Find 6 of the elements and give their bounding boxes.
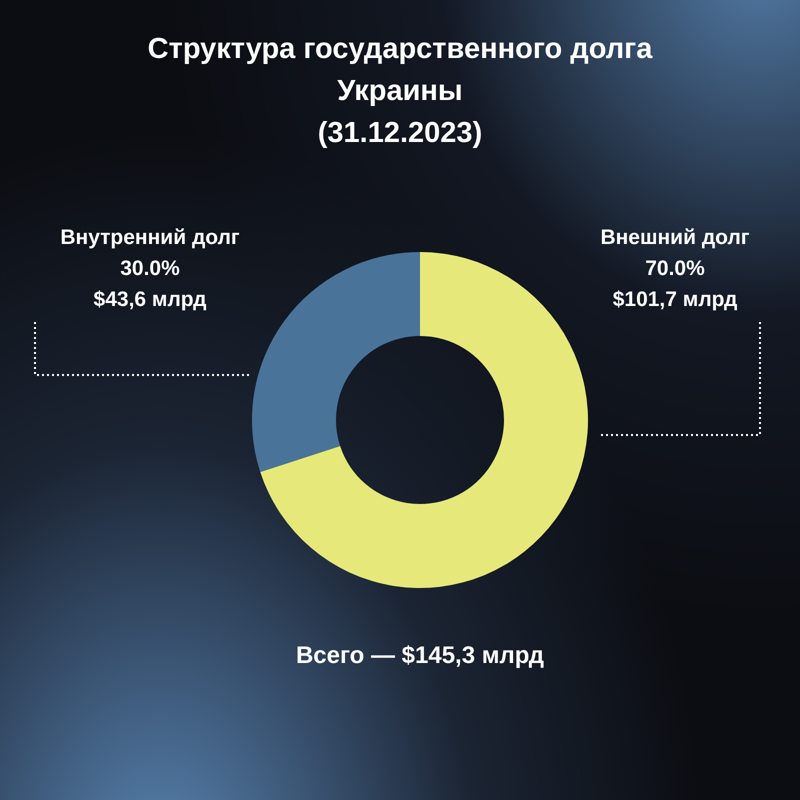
- slice-label: Внутренний долг: [60, 226, 240, 249]
- data-label: 70.0% $101,7 млрд: [612, 256, 738, 311]
- slice-label: Внешний долг: [600, 226, 750, 249]
- text: Всего — $145,3 млрд: [294, 642, 546, 670]
- data-label: 30.0% $43,6 млрд: [94, 256, 206, 311]
- chart-title: Структура государственного долга Украины (31.12.2023): [146, 32, 654, 151]
